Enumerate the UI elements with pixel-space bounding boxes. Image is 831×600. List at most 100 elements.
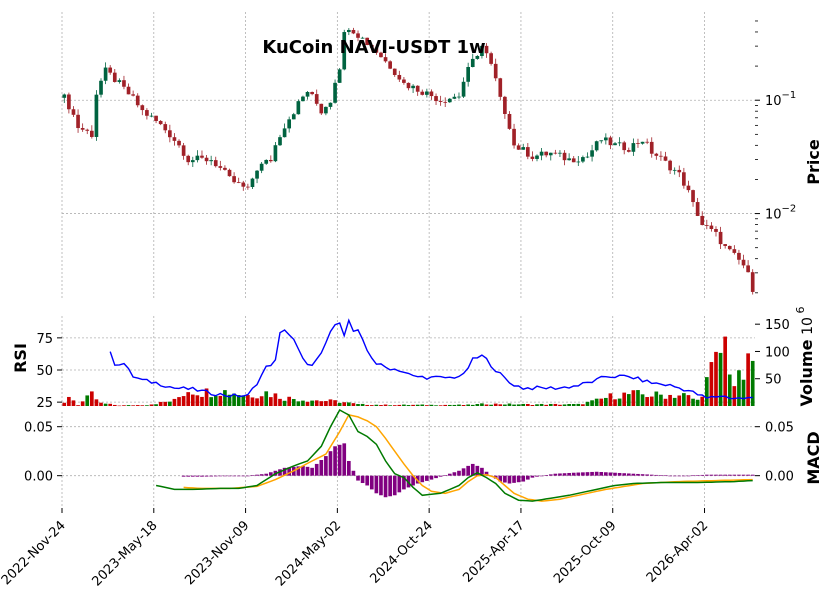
price-tick-label: 10−1 xyxy=(765,90,796,109)
macd-hist-bar xyxy=(232,475,236,477)
candle-body xyxy=(649,141,654,154)
candle-body xyxy=(195,155,200,161)
macd-hist-bar xyxy=(402,475,406,490)
candle-body xyxy=(622,142,627,151)
candle-body xyxy=(677,169,682,173)
volume-bar xyxy=(117,405,122,407)
macd-hist-bar xyxy=(186,475,191,477)
candle-body xyxy=(379,52,383,58)
volume-bar xyxy=(145,405,149,406)
volume-bar xyxy=(186,392,191,406)
macd-hist-bar xyxy=(324,456,328,476)
volume-bar xyxy=(154,404,158,406)
candle-body xyxy=(236,182,241,184)
candle-body xyxy=(659,155,663,157)
macd-hist-bar xyxy=(613,472,617,476)
macd-hist-bar xyxy=(255,474,259,476)
candle-body xyxy=(553,152,558,154)
macd-hist-bar xyxy=(438,475,443,477)
candle-body xyxy=(319,103,324,114)
macd-hist-bar xyxy=(475,465,480,476)
macd-hist-bar xyxy=(709,474,714,476)
volume-bar xyxy=(305,401,310,406)
volume-bar xyxy=(746,353,750,406)
volume-bar xyxy=(429,404,434,406)
candle-body xyxy=(425,91,429,95)
macd-hist-bar xyxy=(360,475,365,484)
candle-body xyxy=(360,37,365,39)
macd-hist-bar xyxy=(310,467,314,476)
macd-hist-bar xyxy=(356,475,360,481)
candle-body xyxy=(654,153,659,156)
macd-hist-bar xyxy=(200,475,204,477)
candle-body xyxy=(347,29,351,33)
macd-hist-bar xyxy=(236,475,241,477)
candle-body xyxy=(241,182,246,187)
macd-tick-labels: 0.00 0.00 0.05 0.05 xyxy=(24,421,794,485)
volume-bar xyxy=(296,401,301,406)
volume-bar xyxy=(503,404,507,406)
x-tick-label: 2023-Nov-09 xyxy=(182,518,252,588)
macd-hist-bar xyxy=(718,474,723,476)
macd-hist-bar xyxy=(622,473,627,476)
volume-bar xyxy=(617,398,622,406)
candle-body xyxy=(227,169,232,177)
candle-body xyxy=(695,202,700,216)
price-tick-label: 10−2 xyxy=(765,204,796,223)
volume-bar xyxy=(112,404,117,406)
volume-bar xyxy=(80,401,85,406)
macd-hist-bar xyxy=(227,475,232,477)
candle-body xyxy=(530,156,535,159)
volume-bar xyxy=(301,400,305,406)
candle-body xyxy=(94,94,99,137)
volume-bar xyxy=(190,394,195,406)
macd-hist-bar xyxy=(213,475,218,477)
volume-bar xyxy=(291,399,296,406)
macd-hist-bar xyxy=(388,475,392,497)
volume-bar xyxy=(365,404,370,406)
macd-hist-bar xyxy=(447,473,452,476)
candle-body xyxy=(746,265,750,273)
macd-hist-bar xyxy=(686,475,691,477)
macd-hist-bar xyxy=(282,467,287,476)
volume-bar xyxy=(282,400,287,406)
candle-body xyxy=(186,155,191,163)
volume-bar xyxy=(328,399,333,406)
volume-bar xyxy=(567,404,571,406)
candle-body xyxy=(672,169,677,171)
macd-right-tick-label: 0.00 xyxy=(765,470,794,485)
macd-hist-bar xyxy=(319,460,324,476)
candle-body xyxy=(548,152,553,156)
candle-body xyxy=(112,72,117,82)
candle-body xyxy=(558,152,562,154)
candle-body xyxy=(576,161,581,163)
macd-hist-bar xyxy=(181,475,186,477)
candle-body xyxy=(259,163,264,171)
candle-body xyxy=(328,102,333,107)
signal-line xyxy=(183,414,753,502)
macd-hist-bar xyxy=(562,473,567,476)
rsi-tick-label: 50 xyxy=(36,364,53,379)
macd-hist-bar xyxy=(328,451,333,476)
volume-bar xyxy=(604,397,608,406)
volume-bar xyxy=(447,404,452,406)
candle-body xyxy=(103,67,108,81)
candle-body xyxy=(324,106,328,114)
candle-body xyxy=(397,74,402,80)
candle-body xyxy=(686,185,691,191)
macd-hist-bar xyxy=(571,472,576,476)
rsi-tick-label: 25 xyxy=(36,396,53,411)
volume-bar xyxy=(599,398,604,406)
volume-bar xyxy=(388,405,392,406)
macd-hist-bar xyxy=(425,475,429,481)
candle-body xyxy=(89,130,94,137)
candle-body xyxy=(521,147,526,150)
volume-bar xyxy=(268,397,273,406)
volume-bar xyxy=(590,400,594,406)
volume-bar xyxy=(622,392,627,406)
volume-bar xyxy=(273,393,278,406)
volume-bar xyxy=(732,386,737,406)
volume-bar xyxy=(562,404,567,406)
macd-histogram xyxy=(181,443,755,498)
